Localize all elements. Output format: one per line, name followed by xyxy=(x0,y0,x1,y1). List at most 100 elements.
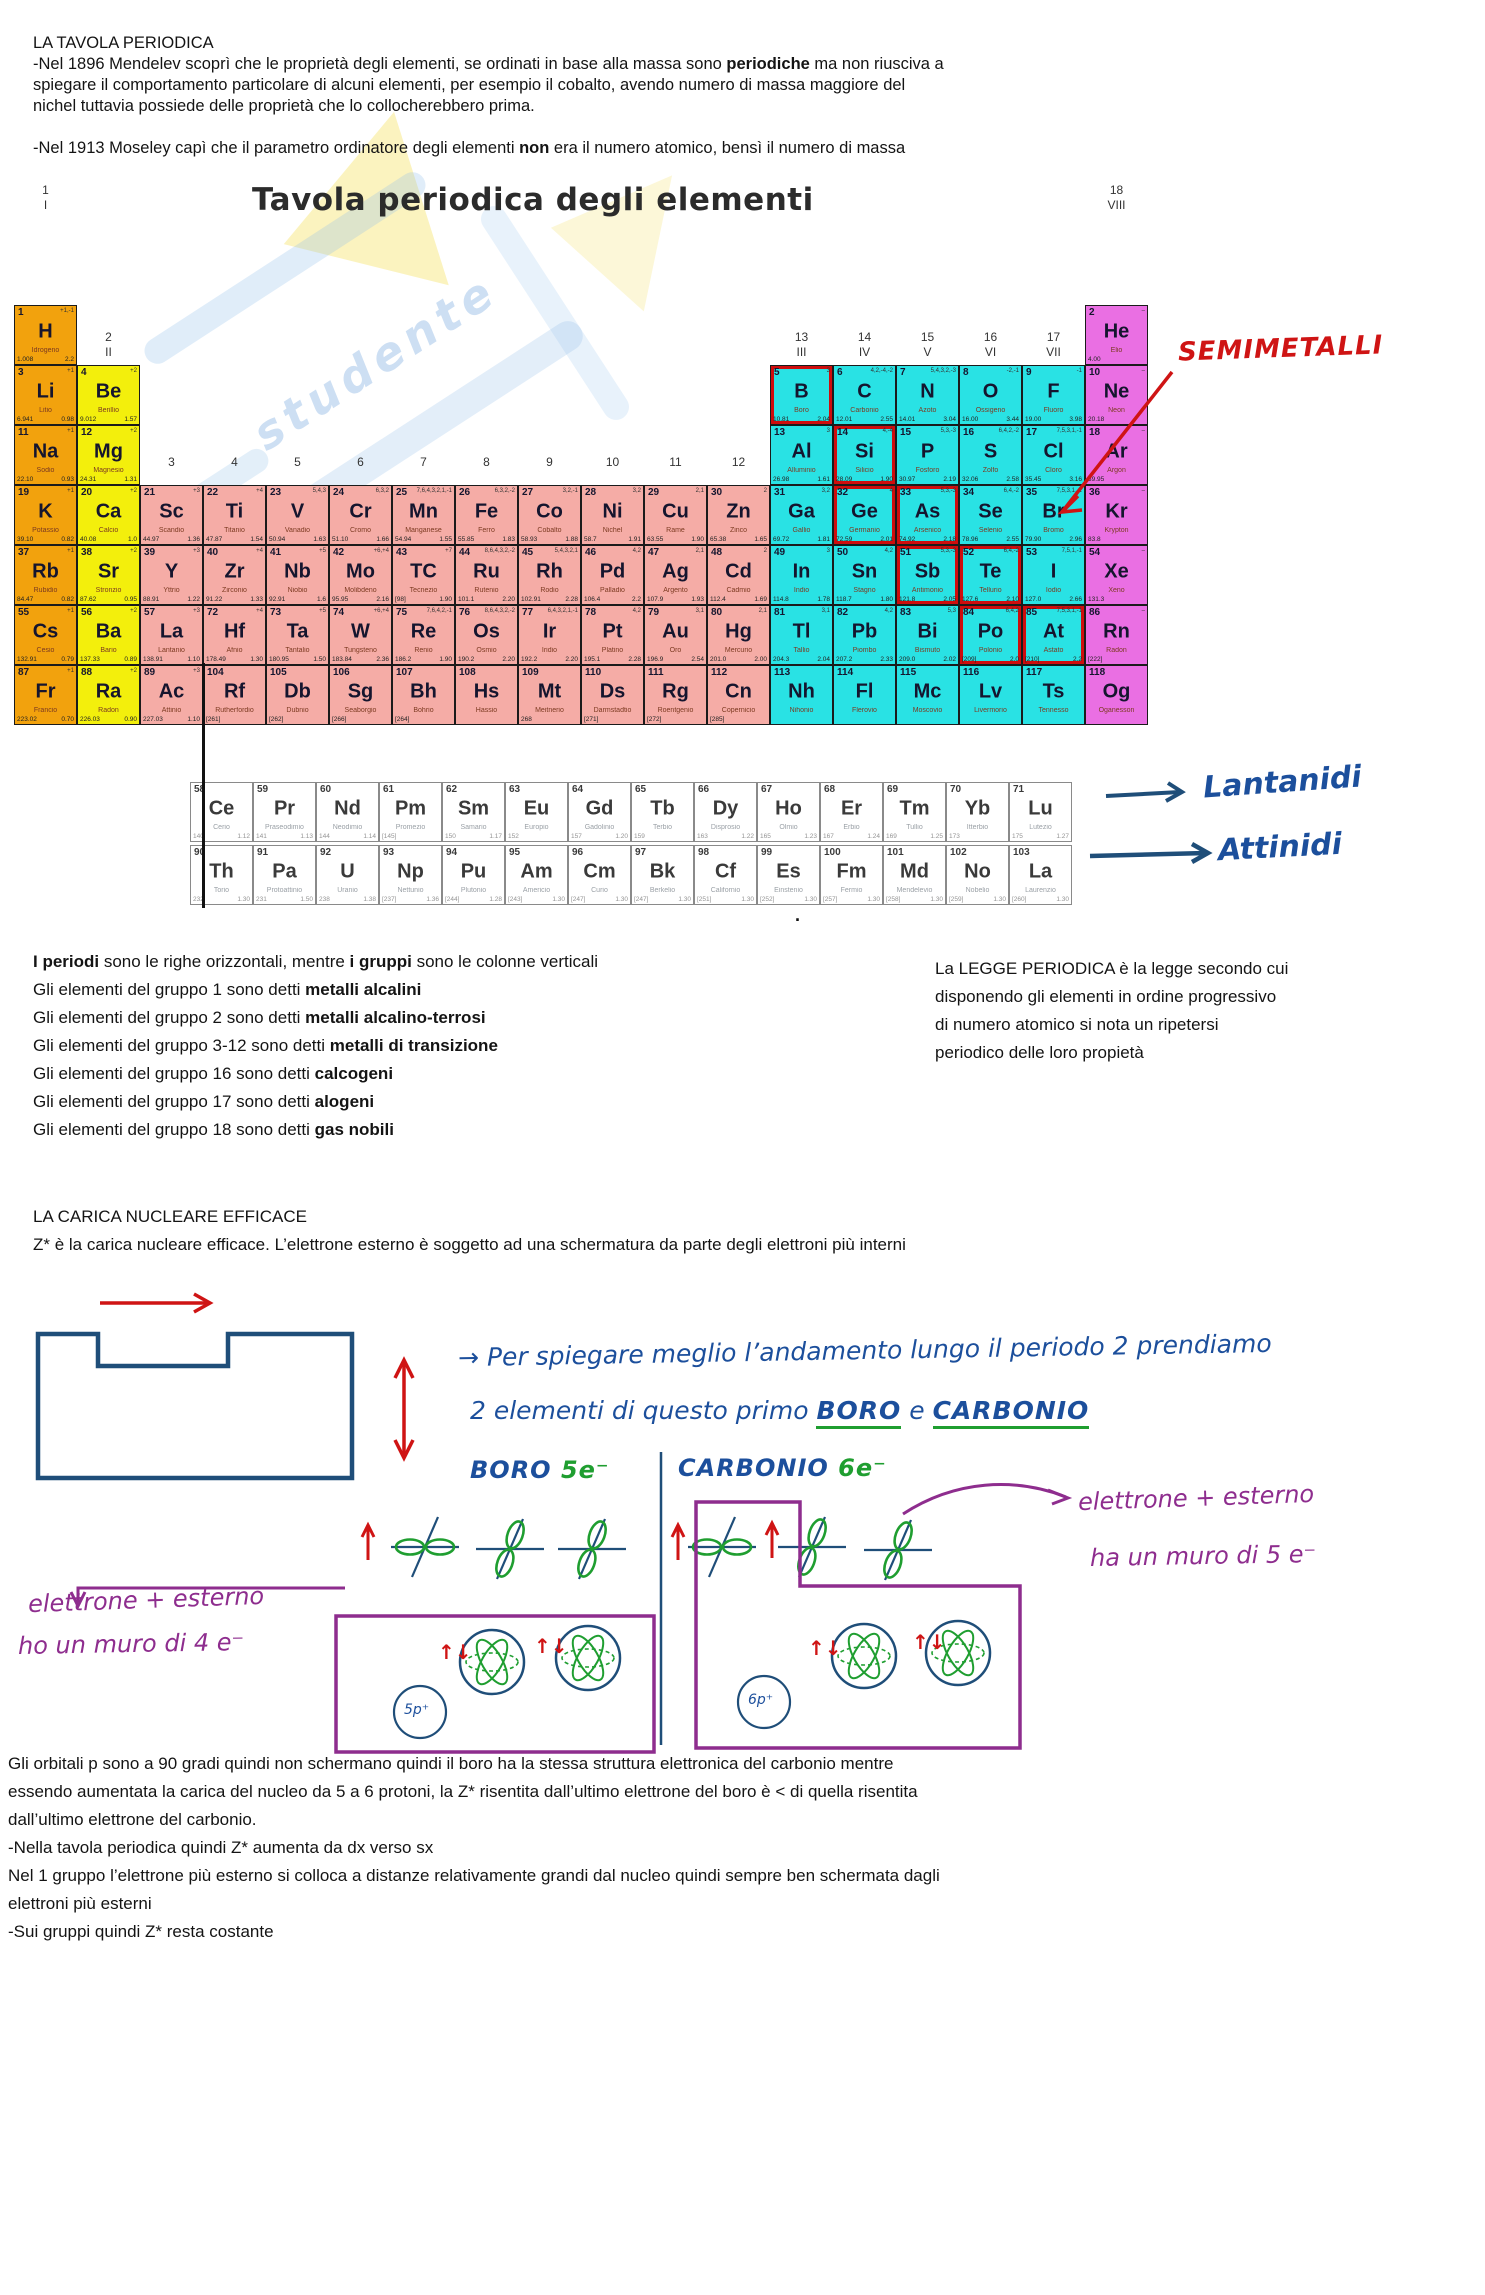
element-sym: No xyxy=(964,860,991,883)
element-ox: 6,3,2,-2 xyxy=(494,488,515,494)
element-en: 2.2 xyxy=(631,596,641,603)
element-mass: [222] xyxy=(1088,656,1103,663)
element-cell-Sb-51: 51 5,3,-3 Sb Antimonio 121.8 2.05 xyxy=(896,545,959,605)
element-en: 2.20 xyxy=(502,596,515,603)
element-ox: 2 xyxy=(763,548,767,554)
element-num: 18 xyxy=(1089,427,1101,438)
text-line: Gli elementi del gruppo 2 sono detti met… xyxy=(33,1008,486,1027)
element-en: 1.0 xyxy=(127,536,137,543)
element-num: 94 xyxy=(446,847,458,858)
element-num: 110 xyxy=(585,667,602,678)
element-sym: Ts xyxy=(1042,680,1065,703)
element-ox: 4,-4 xyxy=(882,428,893,434)
element-en: 1.81 xyxy=(817,536,830,543)
element-ox: 5,4,3,2,-3 xyxy=(930,368,956,374)
element-num: 64 xyxy=(572,784,584,795)
element-mass: 39.10 xyxy=(17,536,34,543)
element-mass: [271] xyxy=(584,716,599,723)
element-sym: S xyxy=(983,440,998,463)
element-cell-Sr-38: 38 +2 Sr Stronzio 87.62 0.95 xyxy=(77,545,140,605)
element-sym: Po xyxy=(977,620,1004,643)
element-nm: Manganese xyxy=(405,527,442,534)
element-ox: 3,2 xyxy=(821,488,830,494)
boro-electron-arrow xyxy=(360,1521,376,1560)
hand-note-line2: 2 elementi di questo primo BORO e CARBON… xyxy=(470,1396,1090,1429)
element-nm: Xeno xyxy=(1108,587,1125,594)
element-num: 95 xyxy=(509,847,521,858)
element-nm: Uranio xyxy=(337,887,358,894)
element-sym: Pm xyxy=(394,797,427,820)
element-en: 1.33 xyxy=(250,596,263,603)
group-header-5: 5 xyxy=(294,455,301,469)
element-ox: 6,4,2 xyxy=(1005,608,1019,614)
element-num: 107 xyxy=(396,667,413,678)
element-sym: Ce xyxy=(208,797,235,820)
element-cell-Np-93: 93 Np Nettunio [237] 1.36 xyxy=(379,845,442,905)
element-sym: Kr xyxy=(1105,500,1128,523)
element-ox: 7,5,1,-1 xyxy=(1061,548,1082,554)
element-nm: Cromo xyxy=(349,527,371,534)
element-ox: 7,6,4,2,-1 xyxy=(426,608,452,614)
element-en: 2.01 xyxy=(880,536,893,543)
element-cell-Li-3: 3 +1 Li Litio 6.941 0.98 xyxy=(14,365,77,425)
element-sym: Tb xyxy=(650,797,675,820)
element-sym: Al xyxy=(791,440,812,463)
element-cell-Ne-10: 10 – Ne Neon 20.18 xyxy=(1085,365,1148,425)
element-mass: 268 xyxy=(521,716,532,723)
element-cell-Dy-66: 66 Dy Disprosio 163 1.22 xyxy=(694,782,757,842)
boro-label: BORO 5e⁻ xyxy=(470,1456,610,1484)
element-en: 2.02 xyxy=(943,656,956,663)
element-cell-F-9: 9 -1 F Fluoro 19.00 3.98 xyxy=(1022,365,1085,425)
element-num: 83 xyxy=(900,607,912,618)
element-mass: [262] xyxy=(269,716,284,723)
element-cell-Hg-80: 80 2,1 Hg Mercurio 201.0 2.00 xyxy=(707,605,770,665)
element-sym: Rb xyxy=(32,560,59,583)
element-num: 101 xyxy=(887,847,904,858)
element-mass: 190.2 xyxy=(458,656,475,663)
element-sym: Sn xyxy=(851,560,878,583)
element-en: 3.16 xyxy=(1069,476,1082,483)
element-en: 1.22 xyxy=(741,833,754,840)
element-ox: 3 xyxy=(826,368,830,374)
element-mass: [209] xyxy=(962,656,977,663)
element-nm: Nihonio xyxy=(789,707,814,714)
element-en: 2.28 xyxy=(565,596,578,603)
element-nm: Scandio xyxy=(158,527,185,534)
element-num: 73 xyxy=(270,607,282,618)
element-ox: 3,2 xyxy=(632,488,641,494)
group-header-10: 10 xyxy=(605,455,620,469)
element-cell-Mt-109: 109 Mt Meitnerio 268 xyxy=(518,665,581,725)
element-num: 42 xyxy=(333,547,345,558)
element-en: 1.90 xyxy=(691,536,704,543)
element-nm: Attinio xyxy=(161,707,182,714)
element-ox: 3 xyxy=(826,428,830,434)
element-mass: 186.2 xyxy=(395,656,412,663)
legge-periodica-paragraph: La LEGGE PERIODICA è la legge secondo cu… xyxy=(935,955,1288,1067)
element-num: 1 xyxy=(18,307,24,318)
element-num: 8 xyxy=(963,367,969,378)
element-sym: Mc xyxy=(913,680,942,703)
element-nm: Potassio xyxy=(32,527,59,534)
element-ox: 6,4,-2 xyxy=(1003,548,1019,554)
element-num: 5 xyxy=(774,367,780,378)
element-cell-Gd-64: 64 Gd Gadolinio 157 1.20 xyxy=(568,782,631,842)
element-nm: Rubidio xyxy=(33,587,58,594)
element-num: 17 xyxy=(1026,427,1038,438)
element-mass: [243] xyxy=(508,896,523,903)
element-nm: Cloro xyxy=(1045,467,1062,474)
element-cell-Ts-117: 117 Ts Tennesso xyxy=(1022,665,1085,725)
element-mass: 167 xyxy=(823,833,834,840)
element-cell-Rb-37: 37 +1 Rb Rubidio 84.47 0.82 xyxy=(14,545,77,605)
element-mass: [264] xyxy=(395,716,410,723)
element-sym: Rg xyxy=(662,680,689,703)
element-nm: Nettunio xyxy=(397,887,424,894)
element-num: 86 xyxy=(1089,607,1101,618)
element-en: 1.90 xyxy=(880,476,893,483)
carica-line: Z* è la carica nucleare efficace. L’elet… xyxy=(33,1235,906,1254)
group-header-14: 14 IV xyxy=(857,330,872,359)
element-cell-Pb-82: 82 4,2 Pb Piombo 207.2 2.33 xyxy=(833,605,896,665)
element-cell-Ta-73: 73 +5 Ta Tantalio 180.95 1.50 xyxy=(266,605,329,665)
element-sym: Nb xyxy=(284,560,311,583)
element-num: 87 xyxy=(18,667,30,678)
